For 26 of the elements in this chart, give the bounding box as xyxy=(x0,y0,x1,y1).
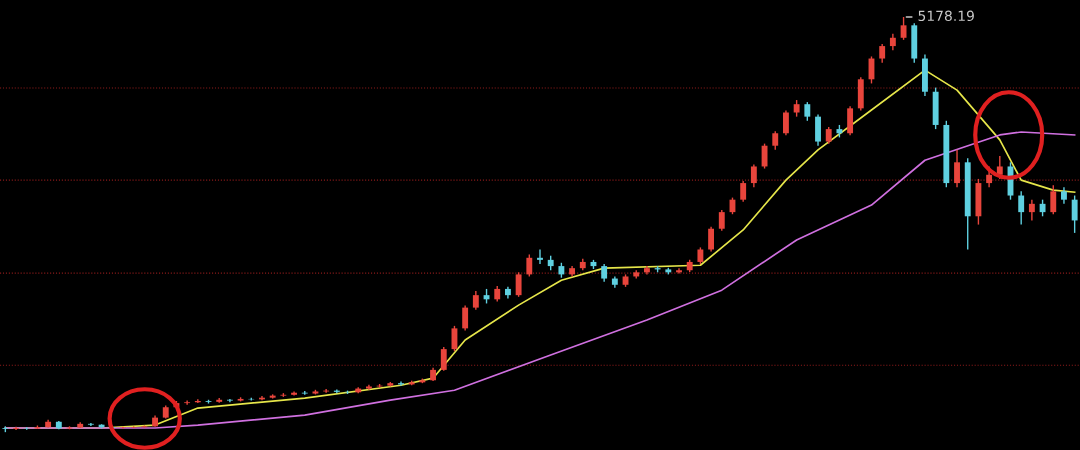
candlestick xyxy=(804,101,811,122)
candlestick xyxy=(740,180,747,203)
candlestick xyxy=(1018,190,1025,226)
candlestick xyxy=(1071,194,1078,234)
candlestick xyxy=(1028,198,1035,222)
candlestick xyxy=(515,271,522,298)
annotation: 5178.19 xyxy=(918,10,974,22)
candlestick xyxy=(291,390,297,397)
candlestick xyxy=(954,149,960,188)
candlestick xyxy=(718,209,725,232)
candlestick xyxy=(526,253,533,278)
candlestick xyxy=(879,43,886,64)
candlestick xyxy=(472,290,479,311)
candlestick xyxy=(184,399,191,406)
candlestick xyxy=(537,248,543,265)
candlestick xyxy=(440,346,447,372)
candlestick xyxy=(996,155,1003,180)
candlestick xyxy=(1050,184,1057,215)
candlestick xyxy=(708,225,715,253)
candlestick xyxy=(783,109,789,137)
candlestick xyxy=(750,163,757,188)
candlestick xyxy=(462,304,469,332)
candlestick xyxy=(87,422,94,427)
candlestick xyxy=(772,130,779,151)
candlestick xyxy=(900,16,907,41)
candlestick xyxy=(676,267,682,275)
